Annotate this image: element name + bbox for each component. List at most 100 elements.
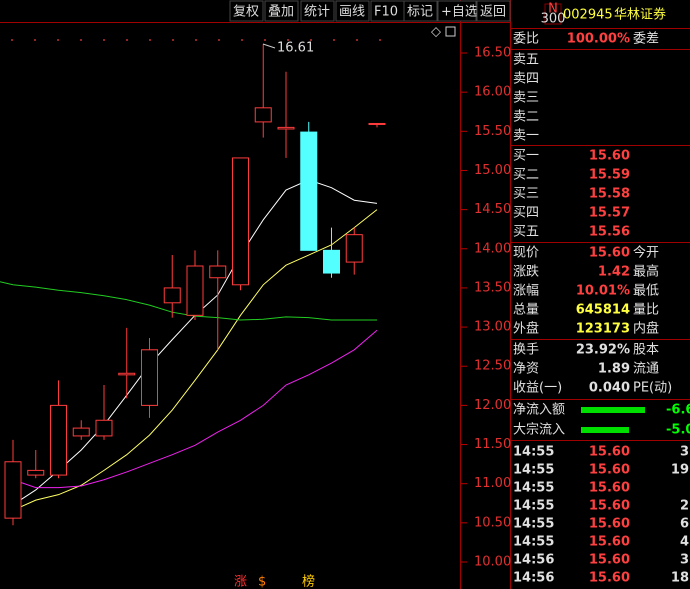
stock-code: 002945 — [563, 8, 613, 23]
bid-label: 买四 — [513, 206, 539, 221]
toolbar-label[interactable]: F10 — [374, 5, 398, 20]
row-value: 15.60 — [589, 246, 630, 261]
row-label2: 委差 — [633, 32, 659, 47]
trade-volume: 6 — [680, 517, 689, 532]
dot — [287, 39, 289, 41]
trade-price: 15.60 — [589, 517, 630, 532]
bid-price: 15.59 — [589, 168, 630, 183]
trade-time: 14:55 — [513, 499, 554, 514]
toolbar-button[interactable] — [476, 0, 511, 22]
bottom-tag[interactable]: 涨 — [234, 575, 247, 589]
bid-label: 买五 — [513, 225, 539, 240]
bottom-tag[interactable]: $ — [258, 575, 266, 589]
dot — [218, 39, 220, 41]
candle-body — [254, 107, 272, 123]
toolbar-label[interactable]: 返回 — [480, 5, 506, 20]
candle-body — [300, 131, 318, 251]
y-tick-label: 14.00 — [474, 241, 511, 256]
row-label: 收益(一) — [513, 381, 562, 396]
row-label2: 最低 — [633, 284, 659, 299]
row-value: 10.01% — [576, 284, 630, 299]
bottom-tag[interactable]: 榜 — [302, 574, 315, 589]
y-tick-label: 12.00 — [474, 398, 511, 413]
row-label2: 流通 — [633, 362, 659, 377]
candle-body — [95, 419, 113, 437]
toolbar-label[interactable]: +自选 — [441, 5, 478, 20]
row-label2: 最高 — [633, 264, 659, 280]
bid-label: 买二 — [513, 168, 539, 183]
ask-label: 卖二 — [513, 110, 539, 125]
toolbar-button[interactable] — [264, 0, 299, 22]
bid-label: 买三 — [513, 187, 539, 202]
row-value: 645814 — [576, 303, 630, 318]
bid-price: 15.56 — [589, 225, 630, 240]
row-label2: 内盘 — [633, 321, 659, 337]
moving-average — [12, 329, 378, 489]
y-tick-label: 11.00 — [474, 476, 511, 491]
toolbar-label[interactable]: 叠加 — [268, 5, 294, 20]
candle-body — [209, 265, 227, 279]
ask-label: 卖五 — [513, 53, 539, 68]
ask-label: 卖三 — [513, 91, 539, 106]
y-tick-label: 13.00 — [474, 320, 511, 335]
trade-price: 15.60 — [589, 445, 630, 460]
toolbar-button[interactable] — [403, 0, 438, 22]
trade-time: 14:56 — [513, 553, 554, 568]
toolbar-label[interactable]: 画线 — [339, 5, 365, 20]
dot — [333, 39, 335, 41]
flow-label: 大宗流入 — [513, 422, 565, 438]
toolbar-button[interactable] — [335, 0, 370, 22]
dot — [195, 39, 197, 41]
annotation-arrow — [262, 43, 276, 49]
trade-price: 15.60 — [589, 463, 630, 478]
trade-volume: 3 — [680, 445, 689, 460]
toolbar-button[interactable] — [437, 0, 477, 22]
row-label2: PE(动) — [633, 381, 672, 396]
y-tick-label: 10.50 — [474, 515, 511, 530]
y-tick-label: 11.50 — [474, 437, 511, 452]
row-label: 涨跌 — [513, 264, 539, 280]
trade-time: 14:55 — [513, 463, 554, 478]
dot — [149, 39, 151, 41]
trade-time: 14:56 — [513, 571, 554, 586]
candle-body — [141, 349, 158, 406]
y-tick-label: 16.00 — [474, 85, 511, 100]
row-value: 1.89 — [598, 362, 630, 377]
toolbar-label[interactable]: 统计 — [304, 5, 330, 20]
candle-body — [163, 287, 181, 304]
row-value: 100.00% — [567, 32, 630, 47]
square-icon[interactable] — [445, 26, 456, 37]
dot — [264, 39, 266, 41]
row-label: 委比 — [513, 32, 539, 47]
row-label: 现价 — [513, 246, 539, 261]
diamond-icon[interactable]: ◇ — [431, 25, 441, 40]
trade-volume: 2 — [680, 499, 689, 514]
toolbar-button[interactable] — [300, 0, 335, 22]
trade-volume: 18 — [671, 571, 689, 586]
candle-body — [72, 427, 90, 437]
row-value: 123173 — [576, 322, 630, 337]
trade-volume: 4 — [680, 535, 689, 550]
dot — [34, 39, 36, 41]
bid-label: 买一 — [513, 149, 539, 164]
toolbar-button[interactable] — [229, 0, 264, 22]
toolbar-label[interactable]: 复权 — [233, 4, 259, 20]
stock-name: 华林证券 — [614, 7, 666, 23]
toolbar-label[interactable]: 标记 — [407, 5, 433, 20]
candle-body — [27, 469, 45, 476]
flow-bar — [581, 407, 645, 413]
y-tick-label: 16.50 — [474, 46, 511, 61]
bid-price: 15.57 — [589, 206, 630, 221]
dot — [11, 39, 13, 41]
badge-bottom: 300 — [541, 12, 566, 27]
row-label: 外盘 — [513, 321, 539, 337]
trade-price: 15.60 — [589, 553, 630, 568]
dot — [57, 39, 59, 41]
y-tick-label: 15.00 — [474, 163, 511, 178]
flow-label: 净流入额 — [513, 403, 565, 418]
dot — [356, 39, 358, 41]
trade-volume: 19 — [671, 463, 689, 478]
